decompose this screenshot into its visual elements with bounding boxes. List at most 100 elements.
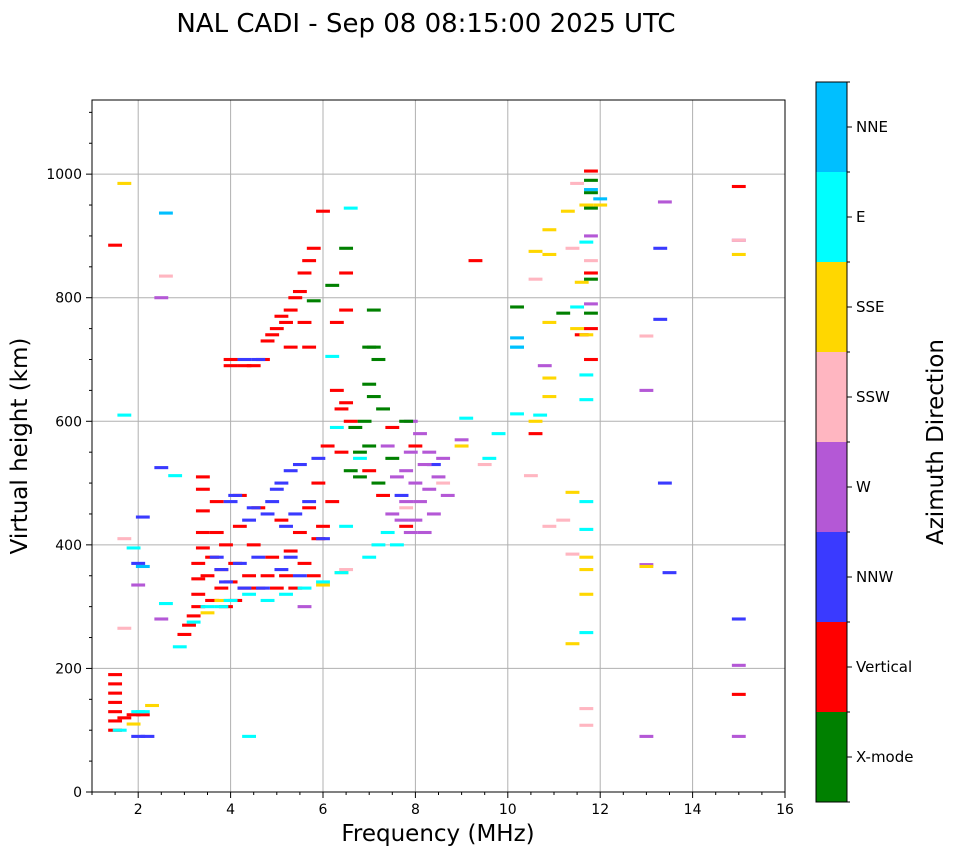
echo-mark-nnw: [288, 512, 303, 516]
echo-mark-vertical: [297, 561, 312, 565]
y-tick-label: 600: [55, 414, 82, 430]
echo-mark-ssw: [565, 552, 580, 556]
echo-mark-e: [242, 734, 257, 738]
echo-marks: [108, 169, 746, 738]
echo-mark-vertical: [329, 320, 344, 324]
echo-mark-sse: [565, 490, 580, 494]
echo-mark-w: [297, 605, 312, 609]
y-tick-label: 0: [73, 785, 82, 801]
colorbar-frame: [815, 81, 848, 803]
colorbar-swatch: [816, 262, 847, 352]
colorbar-swatch: [816, 82, 847, 172]
echo-mark-e: [510, 412, 524, 416]
x-tick-label: 4: [226, 802, 235, 818]
plot-frame: [91, 99, 786, 793]
echo-mark-vertical: [302, 506, 317, 510]
echo-mark-vertical: [283, 345, 298, 349]
echo-mark-e: [389, 543, 404, 547]
echo-mark-w: [422, 487, 437, 491]
echo-mark-vertical: [108, 673, 123, 677]
echo-mark-ssw: [339, 568, 354, 572]
echo-mark-vertical: [195, 509, 210, 513]
echo-mark-vertical: [195, 546, 210, 550]
echo-mark-nnw: [260, 512, 275, 516]
echo-mark-x-mode: [325, 283, 340, 287]
echo-mark-nnw: [653, 317, 668, 321]
echo-mark-vertical: [260, 574, 275, 578]
echo-mark-vertical: [320, 444, 335, 448]
echo-mark-e: [353, 456, 367, 460]
echo-mark-vertical: [316, 209, 330, 213]
x-tick-label: 14: [684, 802, 702, 818]
echo-mark-vertical: [200, 574, 215, 578]
colorbar-swatch: [816, 622, 847, 712]
echo-mark-w: [389, 475, 404, 479]
echo-mark-e: [168, 474, 183, 478]
echo-mark-sse: [542, 252, 557, 257]
echo-mark-ssw: [523, 474, 538, 478]
echo-mark-sse: [126, 722, 141, 726]
echo-mark-e: [579, 500, 594, 504]
echo-mark-w: [399, 469, 414, 473]
echo-mark-nnw: [311, 456, 326, 460]
echo-mark-nnw: [394, 493, 409, 497]
echo-mark-nnw: [292, 462, 307, 467]
echo-mark-nnw: [426, 462, 441, 467]
echo-mark-x-mode: [371, 357, 386, 362]
echo-mark-w: [417, 462, 432, 467]
echo-mark-w: [413, 500, 427, 504]
echo-mark-w: [413, 432, 427, 436]
echo-mark-vertical: [191, 577, 206, 581]
echo-mark-vertical: [177, 632, 192, 636]
echo-mark-x-mode: [584, 311, 598, 315]
echo-mark-vertical: [265, 555, 280, 559]
echo-mark-vertical: [325, 500, 340, 504]
echo-mark-w: [417, 530, 432, 535]
echo-mark-e: [579, 631, 594, 635]
colorbar-tick-label: NNE: [856, 118, 888, 136]
echo-mark-e: [533, 413, 548, 417]
echo-mark-nne: [593, 197, 608, 201]
echo-mark-e: [242, 592, 257, 596]
echo-mark-ssw: [477, 462, 492, 467]
echo-mark-nnw: [209, 555, 224, 559]
echo-mark-x-mode: [362, 382, 377, 386]
colorbar-tick-label: E: [856, 208, 865, 226]
echo-mark-e: [491, 432, 506, 436]
echo-mark-ssw: [639, 334, 654, 338]
colorbar-tick-label: SSE: [856, 298, 885, 316]
echo-mark-vertical: [302, 345, 317, 349]
echo-mark-vertical: [117, 716, 132, 720]
echo-mark-nnw: [242, 518, 257, 522]
echo-mark-vertical: [223, 364, 238, 368]
echo-mark-vertical: [297, 320, 312, 324]
echo-mark-w: [408, 481, 423, 485]
echo-mark-nnw: [662, 571, 677, 575]
echo-mark-nne: [158, 211, 173, 215]
echo-mark-ssw: [542, 524, 557, 528]
echo-mark-e: [316, 580, 330, 584]
echo-mark-nnw: [256, 586, 270, 590]
echo-mark-vertical: [297, 271, 312, 275]
echo-mark-e: [112, 728, 127, 732]
echo-mark-nnw: [251, 357, 266, 362]
echo-mark-vertical: [209, 500, 224, 504]
colorbar-swatch: [816, 712, 847, 802]
echo-mark-vertical: [283, 308, 298, 312]
echo-mark-sse: [200, 611, 215, 615]
echo-mark-vertical: [283, 549, 298, 553]
echo-mark-vertical: [339, 308, 354, 312]
echo-mark-nnw: [223, 500, 238, 504]
echo-mark-e: [297, 586, 312, 590]
echo-mark-nnw: [265, 500, 280, 504]
echo-mark-w: [657, 200, 672, 204]
echo-mark-vertical: [195, 530, 210, 535]
echo-mark-vertical: [108, 243, 123, 247]
echo-mark-e: [135, 710, 150, 714]
echo-mark-vertical: [399, 524, 414, 528]
echo-mark-e: [260, 598, 275, 603]
echo-mark-nne: [510, 336, 524, 340]
echo-mark-nnw: [283, 469, 298, 473]
echo-mark-vertical: [292, 289, 307, 294]
